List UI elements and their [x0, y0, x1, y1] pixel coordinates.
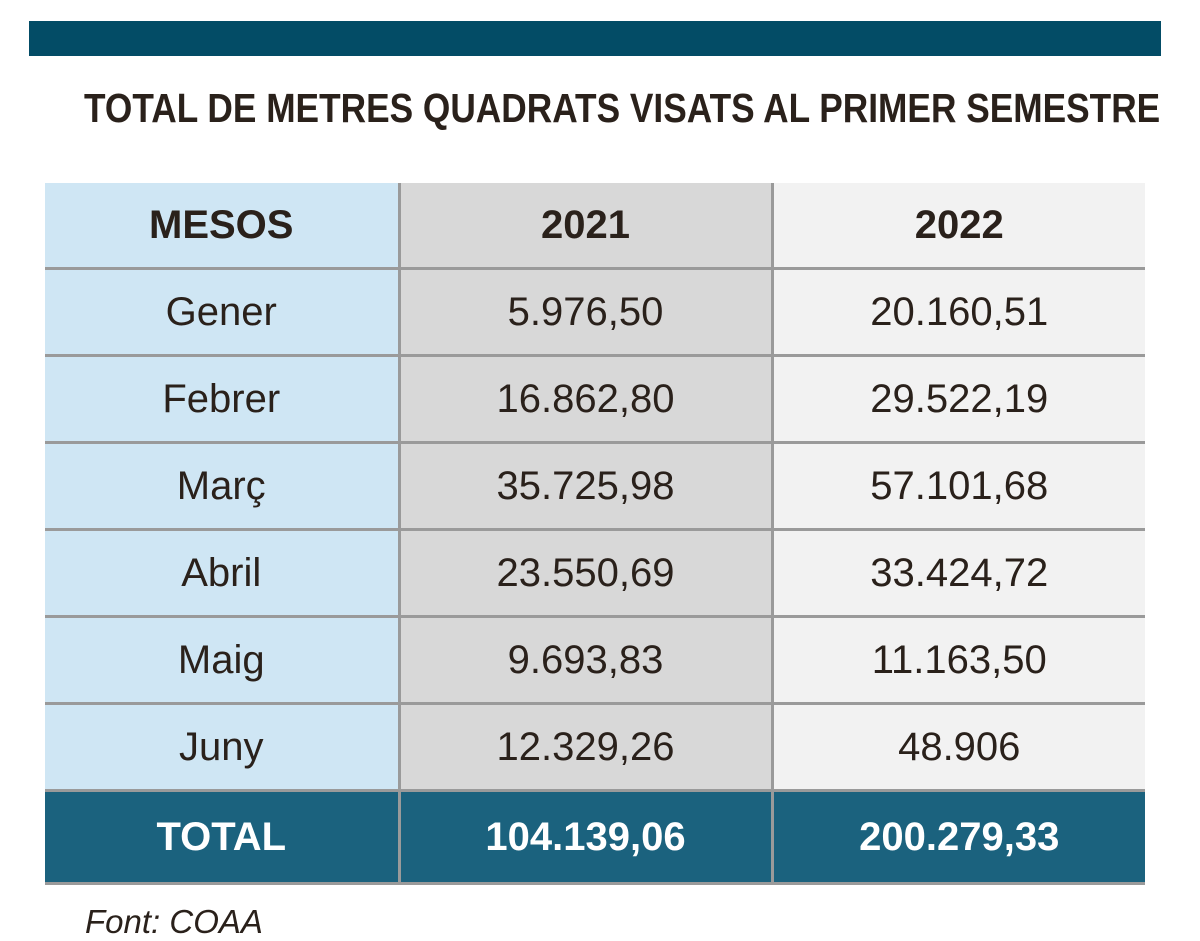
- chart-title: TOTAL DE METRES QUADRATS VISATS AL PRIME…: [84, 85, 1161, 131]
- header-2021: 2021: [397, 183, 772, 270]
- total-2021: 104.139,06: [397, 790, 772, 885]
- value-2021-cell: 23.550,69: [397, 529, 772, 618]
- total-label: TOTAL: [45, 790, 399, 885]
- header-row: MESOS 2021 2022: [45, 183, 1145, 270]
- value-2022-cell: 33.424,72: [770, 529, 1145, 618]
- value-2021-cell: 5.976,50: [397, 268, 772, 357]
- table-row: Febrer 16.862,80 29.522,19: [45, 355, 1145, 444]
- month-cell: Febrer: [45, 355, 399, 444]
- value-2022-cell: 20.160,51: [770, 268, 1145, 357]
- value-2022-cell: 48.906: [770, 703, 1145, 792]
- table-row: Març 35.725,98 57.101,68: [45, 442, 1145, 531]
- month-cell: Març: [45, 442, 399, 531]
- header-months: MESOS: [45, 183, 399, 270]
- value-2021-cell: 35.725,98: [397, 442, 772, 531]
- total-2022: 200.279,33: [770, 790, 1145, 885]
- table-row: Gener 5.976,50 20.160,51: [45, 268, 1145, 357]
- value-2021-cell: 16.862,80: [397, 355, 772, 444]
- month-cell: Juny: [45, 703, 399, 792]
- top-banner-bar: [29, 21, 1161, 56]
- table-row: Abril 23.550,69 33.424,72: [45, 529, 1145, 618]
- month-cell: Maig: [45, 616, 399, 705]
- value-2021-cell: 12.329,26: [397, 703, 772, 792]
- month-cell: Abril: [45, 529, 399, 618]
- table-row: Maig 9.693,83 11.163,50: [45, 616, 1145, 705]
- value-2022-cell: 11.163,50: [770, 616, 1145, 705]
- table-row: Juny 12.329,26 48.906: [45, 703, 1145, 792]
- source-note: Font: COAA: [85, 903, 263, 940]
- value-2021-cell: 9.693,83: [397, 616, 772, 705]
- value-2022-cell: 57.101,68: [770, 442, 1145, 531]
- total-row: TOTAL 104.139,06 200.279,33: [45, 790, 1145, 885]
- data-table: MESOS 2021 2022 Gener 5.976,50 20.160,51…: [45, 183, 1145, 885]
- header-2022: 2022: [770, 183, 1145, 270]
- month-cell: Gener: [45, 268, 399, 357]
- value-2022-cell: 29.522,19: [770, 355, 1145, 444]
